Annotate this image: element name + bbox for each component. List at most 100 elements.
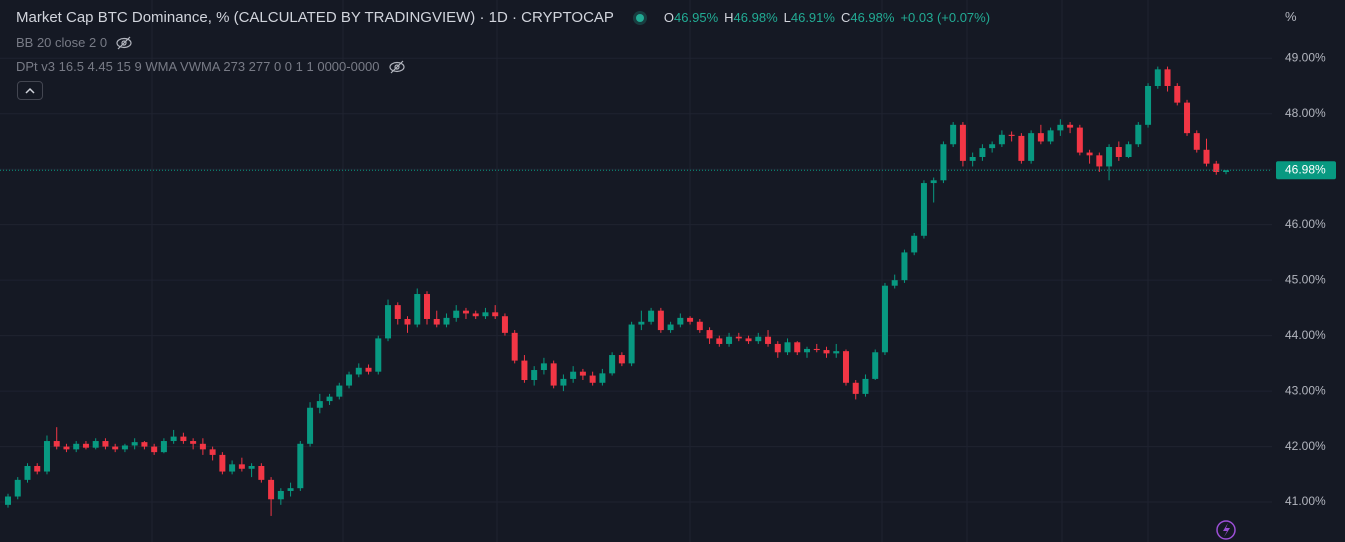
candle-body xyxy=(131,442,138,446)
candle-body xyxy=(531,370,538,381)
candle-body xyxy=(657,310,664,331)
candle-body xyxy=(813,348,820,351)
candle-body xyxy=(1174,85,1181,103)
candle-body xyxy=(872,352,879,379)
y-tick-label: 49.00% xyxy=(1285,50,1326,64)
candle-body xyxy=(268,479,275,500)
candle-body xyxy=(1164,69,1171,86)
lightning-icon[interactable] xyxy=(1216,520,1236,540)
axis-unit: % xyxy=(1285,9,1297,24)
candle-body xyxy=(170,436,177,442)
candle-body xyxy=(959,124,966,161)
candle-body xyxy=(1057,124,1064,131)
ohlc-key: H xyxy=(724,10,734,25)
ohlc-item: L46.91% xyxy=(784,10,835,25)
eye-icon[interactable] xyxy=(388,60,406,74)
candle-body xyxy=(540,363,547,371)
status-dot xyxy=(635,13,644,22)
candle-body xyxy=(423,294,430,319)
candle-body xyxy=(989,144,996,149)
candle-body xyxy=(287,488,294,491)
candle-body xyxy=(755,336,762,342)
y-tick-label: 44.00% xyxy=(1285,328,1326,342)
candle-body xyxy=(1018,135,1025,161)
candle-body xyxy=(998,134,1005,145)
candle-body xyxy=(443,317,450,325)
candle-body xyxy=(570,371,577,379)
candle-body xyxy=(1223,170,1229,172)
candle-body xyxy=(199,443,206,450)
candle-body xyxy=(209,449,216,455)
y-tick-label: 45.00% xyxy=(1285,272,1326,286)
candle-body xyxy=(14,479,21,497)
candle-body xyxy=(950,124,957,145)
last-price-box xyxy=(1276,161,1336,180)
candle-body xyxy=(579,371,586,376)
candle-body xyxy=(307,407,314,444)
candle-body xyxy=(862,378,869,394)
candle-body xyxy=(336,385,343,397)
candle-body xyxy=(979,148,986,157)
horizontal-grid xyxy=(0,57,1272,503)
candle-body xyxy=(316,401,323,408)
ohlc-item: O46.95% xyxy=(664,10,718,25)
candle-body xyxy=(774,343,781,353)
candle-body xyxy=(24,465,31,480)
candle-body xyxy=(160,441,167,453)
candle-body xyxy=(1115,147,1122,157)
candle-body xyxy=(930,180,937,184)
candle-body xyxy=(1028,133,1035,161)
ohlc-value: 46.98% xyxy=(733,10,778,25)
candle-body xyxy=(667,324,674,331)
candle-body xyxy=(238,464,245,469)
candle-body xyxy=(365,367,372,372)
price-change: +0.03 (+0.07%) xyxy=(900,10,991,25)
candle-body xyxy=(1106,147,1113,167)
candle-body xyxy=(511,332,518,361)
candle-body xyxy=(404,318,411,325)
candle-body xyxy=(1096,155,1103,167)
candle-body xyxy=(453,310,460,318)
candle-body xyxy=(911,235,918,253)
candle-body xyxy=(180,436,187,442)
candle-body xyxy=(881,285,888,353)
candle-body xyxy=(1184,102,1191,134)
candle-body xyxy=(433,318,440,325)
indicator-row: BB 20 close 2 0 xyxy=(16,35,133,50)
candle-body xyxy=(852,382,859,394)
candle-body xyxy=(589,375,596,383)
indicator-row: DPt v3 16.5 4.45 15 9 WMA VWMA 273 277 0… xyxy=(16,59,406,74)
candle-body xyxy=(1076,127,1083,153)
candle-body xyxy=(326,396,333,402)
candle-body xyxy=(121,445,128,450)
candle-body xyxy=(765,336,772,344)
candle-body xyxy=(1193,133,1200,150)
y-tick-label: 43.00% xyxy=(1285,383,1326,397)
candle-body xyxy=(375,338,382,372)
candle-body xyxy=(277,490,284,500)
ohlc-key: L xyxy=(783,10,791,25)
candle-body xyxy=(141,442,148,447)
candle-body xyxy=(43,441,50,472)
candle-body xyxy=(53,441,60,447)
candle-body xyxy=(1203,149,1210,164)
candle-body xyxy=(102,441,109,447)
candle-body xyxy=(394,305,401,319)
candle-body xyxy=(82,443,89,448)
candle-body xyxy=(112,446,119,450)
collapse-button[interactable] xyxy=(17,81,43,100)
y-tick-label: 46.00% xyxy=(1285,217,1326,231)
candle-body xyxy=(385,305,392,339)
candle-body xyxy=(940,144,947,181)
candle-body xyxy=(677,317,684,325)
candle-body xyxy=(190,441,197,444)
ohlc-item: H46.98% xyxy=(724,10,777,25)
candle-body xyxy=(414,294,421,325)
eye-icon[interactable] xyxy=(115,36,133,50)
candle-body xyxy=(618,355,625,364)
candle-body xyxy=(920,183,927,236)
candle-body xyxy=(297,443,304,489)
candle-body xyxy=(258,465,265,480)
candle-body xyxy=(492,312,499,317)
